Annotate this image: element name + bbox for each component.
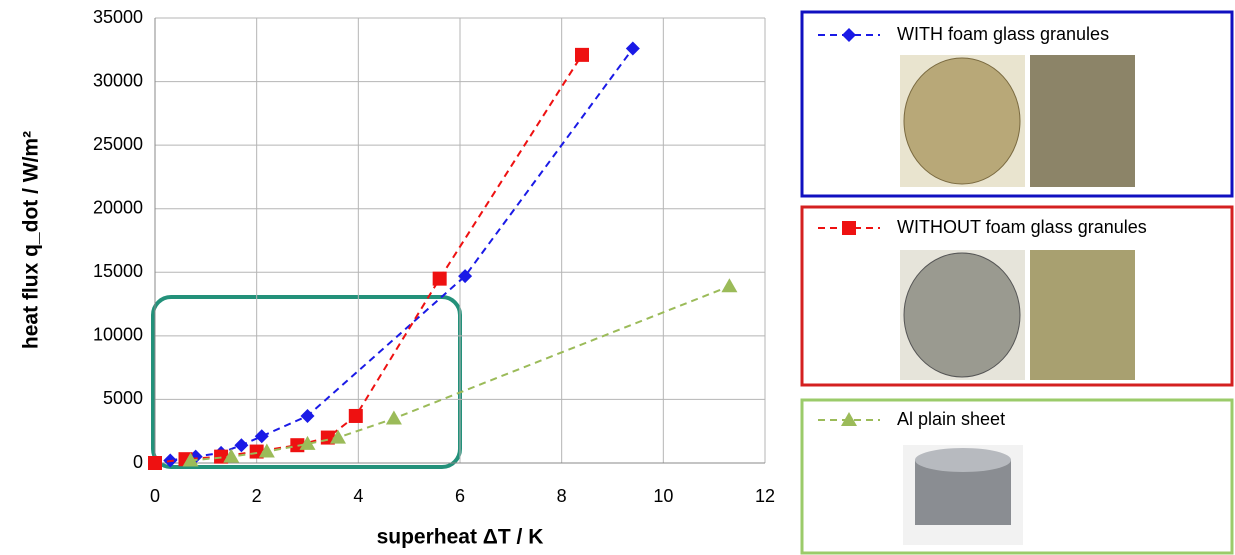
y-tick-label: 10000 bbox=[93, 325, 143, 345]
data-point bbox=[148, 456, 162, 470]
y-tick-label: 35000 bbox=[93, 7, 143, 27]
data-point bbox=[258, 443, 275, 458]
data-point bbox=[249, 444, 264, 459]
legend-marker bbox=[842, 221, 856, 235]
data-point bbox=[575, 47, 589, 62]
data-point bbox=[348, 408, 363, 423]
photo bbox=[1030, 55, 1135, 187]
x-tick-label: 12 bbox=[755, 486, 775, 506]
y-tick-label: 0 bbox=[133, 452, 143, 472]
data-point bbox=[432, 271, 447, 286]
data-point bbox=[254, 429, 269, 444]
photo bbox=[903, 252, 1021, 378]
y-tick-label: 25000 bbox=[93, 134, 143, 154]
data-point bbox=[625, 41, 640, 56]
legend-label: Al plain sheet bbox=[897, 409, 1005, 429]
data-point bbox=[458, 269, 473, 284]
y-tick-label: 15000 bbox=[93, 261, 143, 281]
data-point bbox=[721, 278, 738, 293]
data-point bbox=[300, 408, 315, 423]
photo bbox=[915, 448, 1011, 472]
photo bbox=[903, 57, 1021, 185]
y-axis-title: heat flux q_dot / W/m² bbox=[20, 131, 43, 349]
legend-label: WITHOUT foam glass granules bbox=[897, 217, 1147, 237]
x-tick-label: 4 bbox=[353, 486, 363, 506]
legend-marker bbox=[842, 28, 856, 42]
legend-label: WITH foam glass granules bbox=[897, 24, 1109, 44]
data-point bbox=[234, 438, 249, 453]
series-line bbox=[170, 47, 634, 462]
data-point bbox=[182, 452, 199, 467]
series-line bbox=[154, 54, 583, 464]
data-point bbox=[385, 410, 402, 425]
legend-marker bbox=[841, 412, 857, 426]
x-axis-title: superheat ΔT / K bbox=[377, 526, 544, 549]
legend-panel bbox=[800, 10, 1234, 198]
legend-panel bbox=[800, 205, 1234, 387]
y-tick-label: 5000 bbox=[103, 388, 143, 408]
x-tick-label: 6 bbox=[455, 486, 465, 506]
y-tick-label: 20000 bbox=[93, 197, 143, 217]
x-tick-label: 2 bbox=[252, 486, 262, 506]
data-point bbox=[223, 448, 240, 463]
x-tick-label: 10 bbox=[653, 486, 673, 506]
x-tick-label: 0 bbox=[150, 486, 160, 506]
x-tick-label: 8 bbox=[557, 486, 567, 506]
data-point bbox=[299, 435, 316, 450]
legend-panel bbox=[800, 398, 1234, 555]
data-point bbox=[330, 429, 346, 444]
y-tick-label: 30000 bbox=[93, 70, 143, 90]
photo bbox=[1030, 250, 1135, 380]
